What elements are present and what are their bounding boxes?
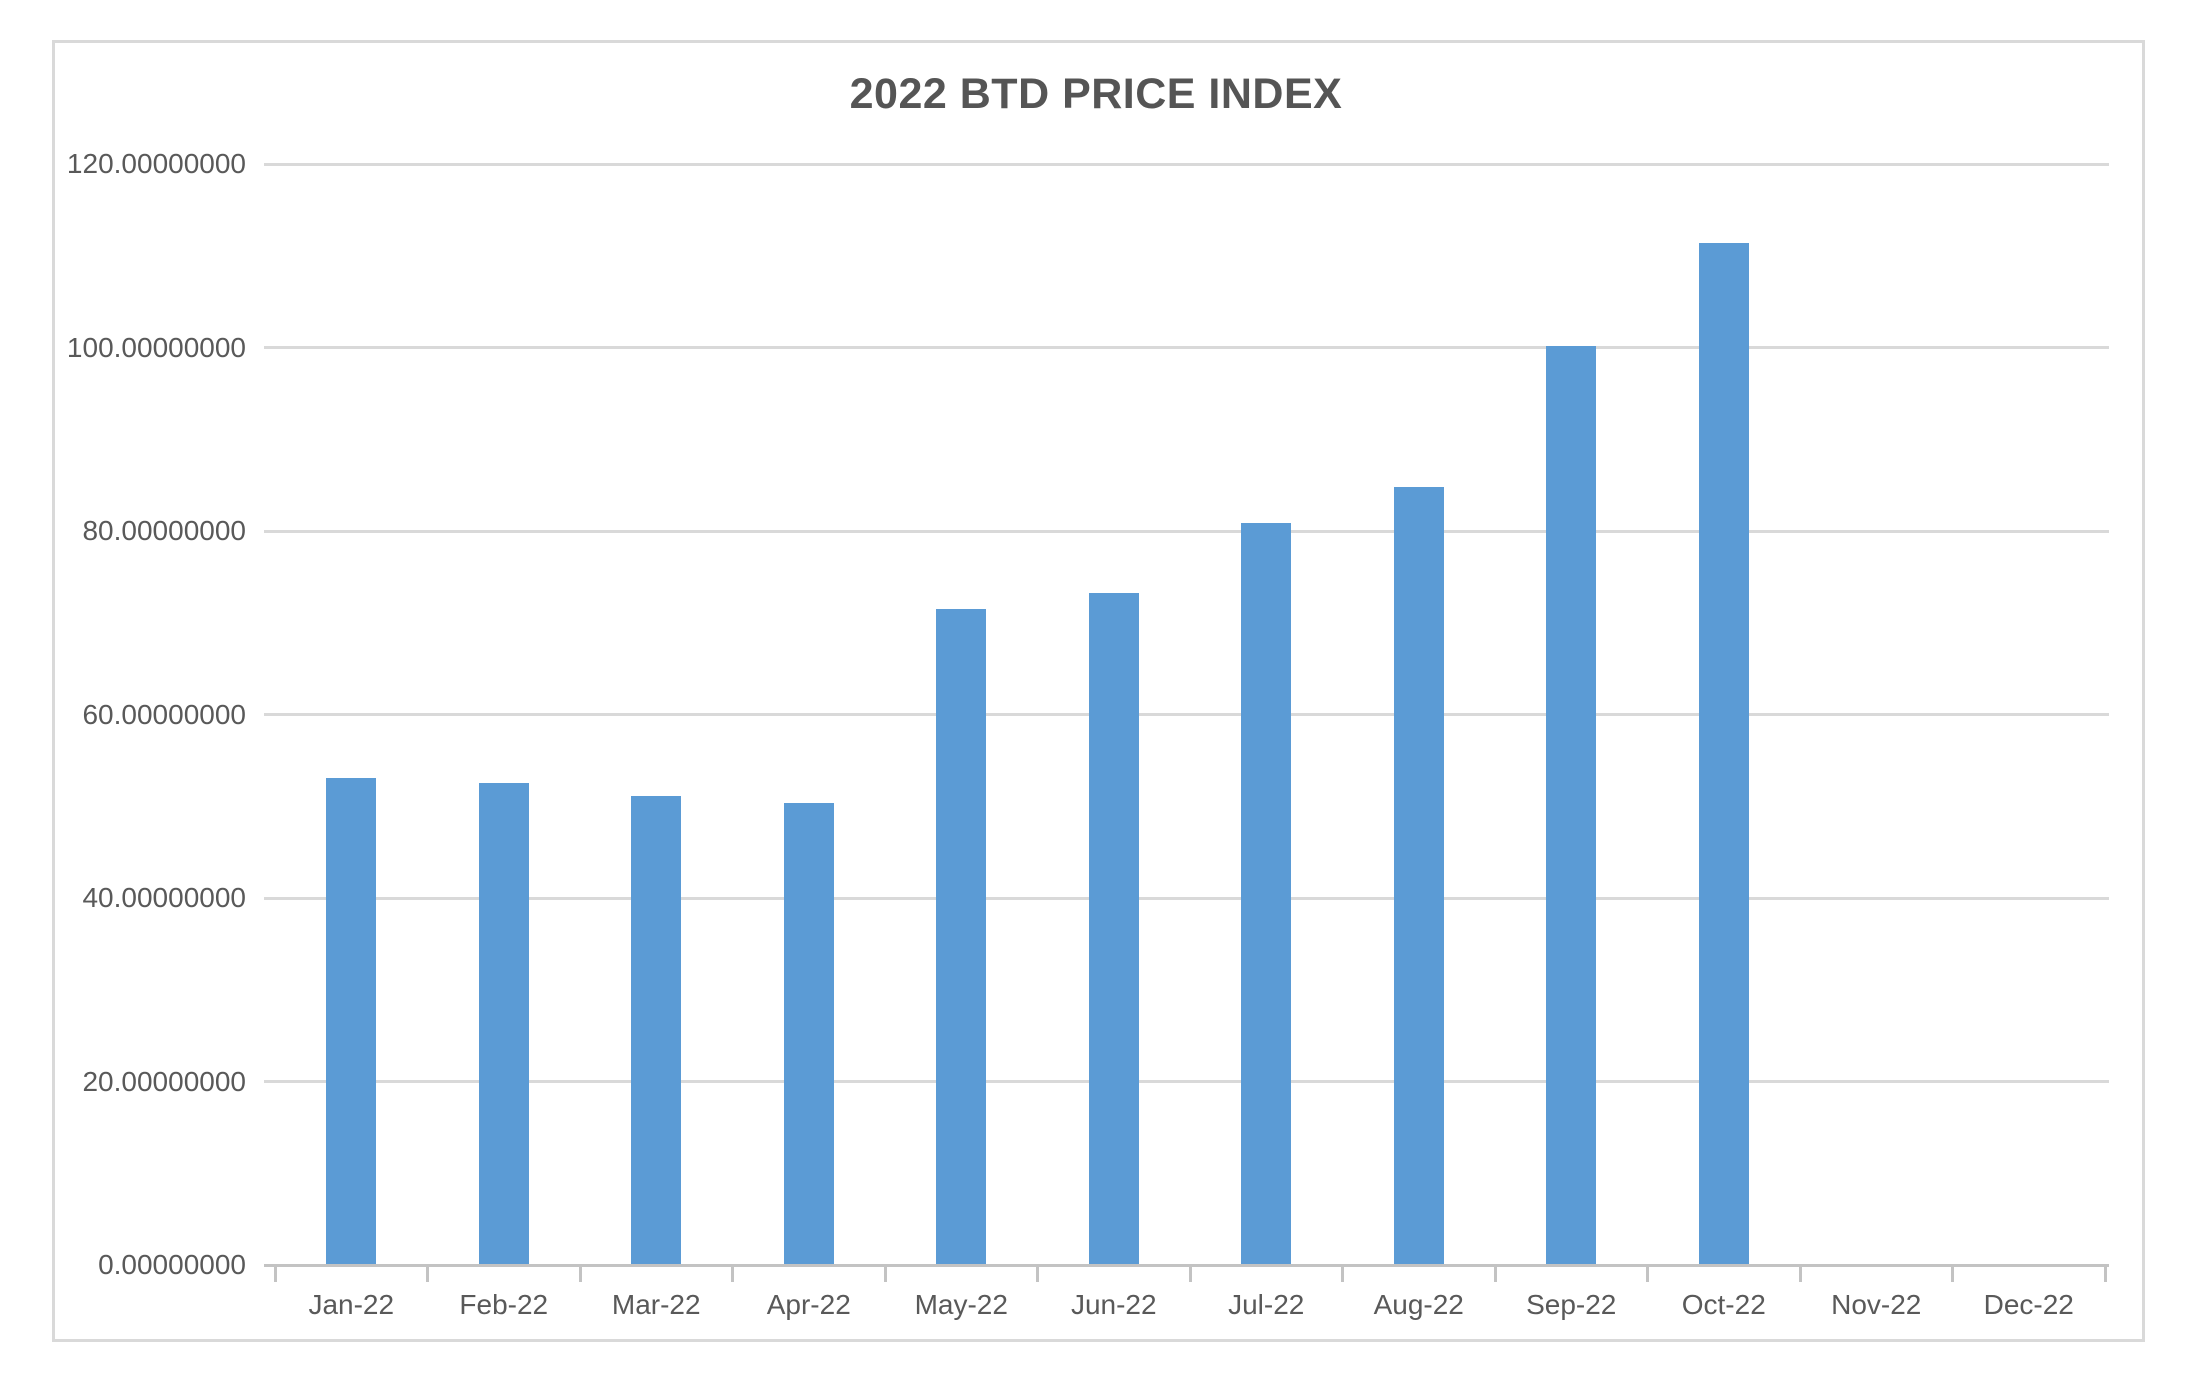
y-gridline	[264, 1080, 2109, 1083]
x-axis-label: Feb-22	[459, 1289, 549, 1320]
chart-title: 2022 BTD PRICE INDEX	[849, 70, 1343, 118]
bar-mar-22	[631, 796, 682, 1265]
y-axis-tick-label: 80.00000000	[82, 515, 246, 546]
y-axis-tick-label: 120.00000000	[66, 148, 246, 179]
bar-aug-22	[1393, 486, 1444, 1265]
x-axis-label: Apr-22	[766, 1289, 851, 1320]
x-axis-label: Jun-22	[1070, 1289, 1157, 1320]
x-axis-tick-mark	[731, 1265, 734, 1282]
x-axis-label: Oct-22	[1681, 1289, 1766, 1320]
x-axis-label: Nov-22	[1831, 1289, 1922, 1320]
x-axis-tick-mark	[883, 1265, 887, 1282]
x-axis-label: Jan-22	[308, 1289, 395, 1320]
x-axis-line	[264, 1263, 2109, 1267]
x-axis-tick-mark	[1646, 1265, 1649, 1282]
y-axis-tick-label: 40.00000000	[82, 882, 246, 913]
y-axis-tick-label: 100.00000000	[66, 331, 246, 363]
x-axis-tick-mark	[1798, 1265, 1802, 1282]
y-gridline	[264, 529, 2109, 533]
y-axis-tick-label: 20.00000000	[82, 1065, 246, 1097]
bar-feb-22	[478, 783, 529, 1265]
bar-sep-22	[1546, 345, 1597, 1265]
x-axis-label: May-22	[914, 1289, 1008, 1320]
y-axis-tick-label: 60.00000000	[82, 698, 246, 730]
y-gridline	[264, 713, 2109, 716]
x-axis-tick-mark	[1188, 1265, 1192, 1282]
bar-oct-22	[1698, 242, 1749, 1265]
y-gridline	[264, 346, 2109, 349]
x-axis-tick-mark	[1493, 1265, 1497, 1282]
x-axis-label: Mar-22	[611, 1289, 701, 1320]
x-axis-tick-mark	[2103, 1265, 2107, 1282]
bar-may-22	[936, 608, 987, 1265]
x-axis-tick-mark	[1341, 1265, 1344, 1282]
y-gridline	[264, 896, 2109, 900]
y-gridline	[264, 162, 2109, 166]
x-axis-label: Jul-22	[1228, 1289, 1305, 1320]
x-axis-tick-mark	[426, 1265, 429, 1282]
y-axis-tick-label: 0.00000000	[98, 1249, 246, 1280]
x-axis-tick-mark	[1951, 1265, 1954, 1282]
x-axis-label: Dec-22	[1983, 1289, 2074, 1320]
bar-jun-22	[1088, 593, 1139, 1265]
x-axis-tick-mark	[273, 1265, 277, 1282]
bar-jan-22	[326, 777, 377, 1265]
x-axis-label: Sep-22	[1526, 1289, 1617, 1320]
x-axis-label: Aug-22	[1373, 1289, 1464, 1320]
x-axis-tick-mark	[578, 1265, 582, 1282]
bar-jul-22	[1241, 522, 1292, 1265]
x-axis-tick-mark	[1036, 1265, 1039, 1282]
bar-apr-22	[783, 802, 834, 1265]
